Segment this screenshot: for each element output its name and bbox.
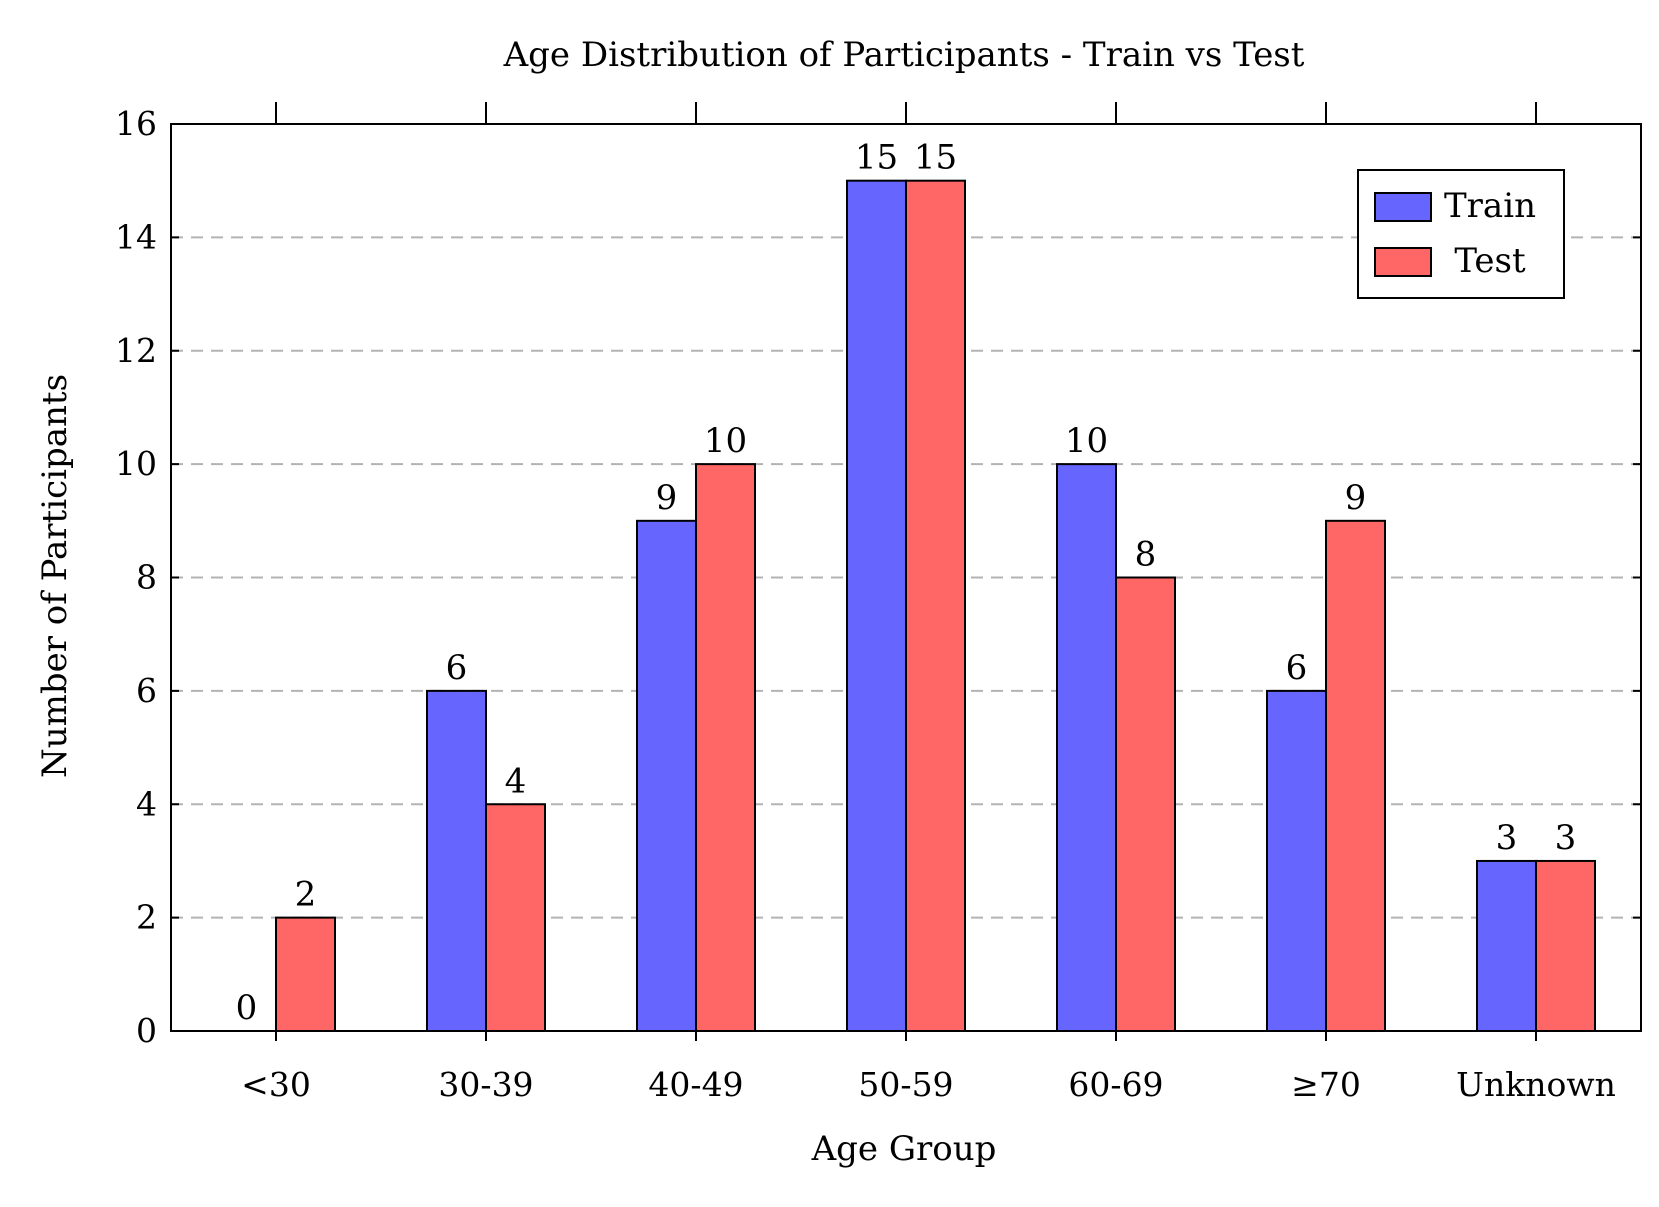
bar-train xyxy=(1266,689,1327,1032)
x-tick-label: 40-49 xyxy=(648,1065,743,1104)
y-tick-label: 6 xyxy=(136,671,157,710)
bar-train xyxy=(1056,463,1117,1032)
data-label-train: 0 xyxy=(236,988,258,1028)
data-label-train: 10 xyxy=(1065,421,1108,461)
data-label-train: 6 xyxy=(446,648,468,688)
bar-train xyxy=(846,179,907,1032)
data-label-test: 4 xyxy=(505,761,527,801)
y-axis-ticks: 0 2 4 6 8 10 12 14 16 xyxy=(115,104,1641,1050)
y-tick-label: 0 xyxy=(136,1011,157,1050)
bar-train xyxy=(426,689,487,1032)
bar-test xyxy=(1115,576,1176,1032)
x-tick-label: Unknown xyxy=(1456,1065,1616,1104)
y-tick-label: 2 xyxy=(136,898,157,937)
y-tick-label: 8 xyxy=(136,558,157,597)
x-tick-label: 30-39 xyxy=(438,1065,533,1104)
y-tick-label: 16 xyxy=(115,104,157,143)
bar-test xyxy=(1535,859,1596,1032)
data-labels: 0 6 9 15 10 6 3 2 4 10 15 8 9 3 xyxy=(236,138,1577,1028)
bar-test xyxy=(275,916,336,1032)
x-tick-label: 50-59 xyxy=(858,1065,953,1104)
x-axis-label: Age Group xyxy=(811,1129,997,1169)
bar-test xyxy=(905,179,966,1032)
data-label-test: 15 xyxy=(914,138,957,178)
legend-label-train: Train xyxy=(1444,186,1536,226)
data-label-train: 9 xyxy=(656,478,678,518)
x-axis-ticks: <30 30-39 40-49 50-59 60-69 ≥70 Unknown xyxy=(241,102,1616,1104)
data-label-test: 9 xyxy=(1345,478,1367,518)
y-tick-label: 10 xyxy=(115,444,157,483)
y-tick-label: 4 xyxy=(136,784,157,823)
data-label-train: 3 xyxy=(1496,818,1518,858)
y-tick-label: 12 xyxy=(115,331,157,370)
data-label-test: 10 xyxy=(704,421,747,461)
data-label-train: 6 xyxy=(1286,648,1308,688)
data-label-test: 3 xyxy=(1555,818,1577,858)
x-tick-label: ≥70 xyxy=(1291,1065,1361,1104)
legend-swatch-train xyxy=(1374,192,1432,222)
y-axis-label: Number of Participants xyxy=(35,374,75,778)
bar-train xyxy=(636,519,697,1032)
x-tick-label: 60-69 xyxy=(1068,1065,1163,1104)
legend-label-test: Test xyxy=(1454,241,1526,281)
chart-title: Age Distribution of Participants - Train… xyxy=(503,35,1305,75)
x-tick-label: <30 xyxy=(241,1065,311,1104)
legend-swatch-test xyxy=(1374,247,1432,277)
bars xyxy=(275,179,1596,1032)
legend: Train Test xyxy=(1357,169,1565,299)
data-label-test: 2 xyxy=(295,875,317,915)
bar-test xyxy=(1325,519,1386,1032)
data-label-test: 8 xyxy=(1135,535,1157,575)
bar-test xyxy=(695,463,756,1032)
bar-train xyxy=(1476,859,1537,1032)
y-tick-label: 14 xyxy=(115,217,157,256)
data-label-train: 15 xyxy=(855,138,898,178)
bar-test xyxy=(485,803,546,1032)
